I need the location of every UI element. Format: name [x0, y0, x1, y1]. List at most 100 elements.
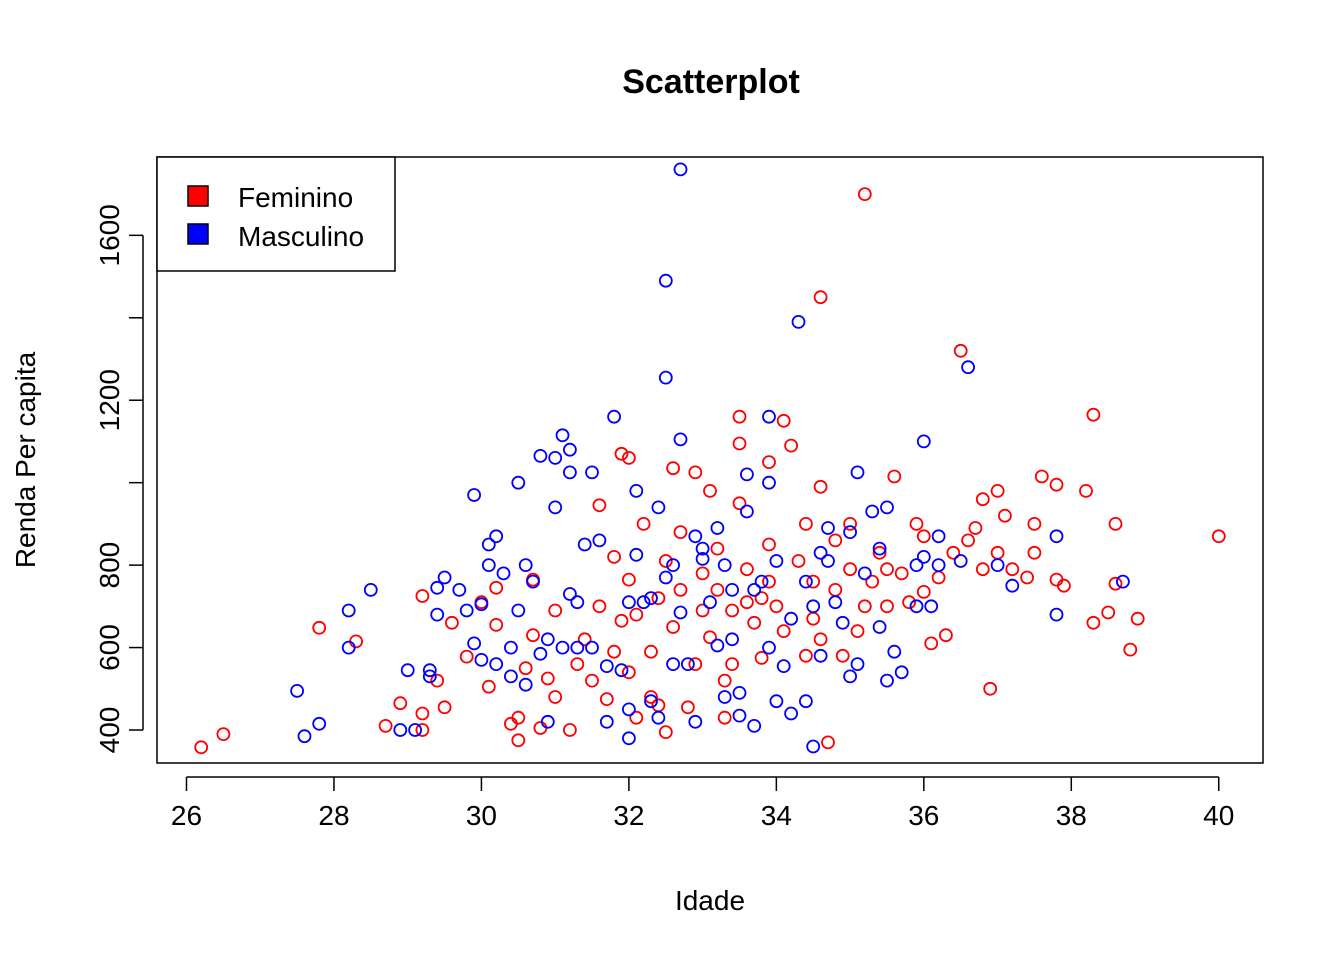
point-masculino: [400, 663, 415, 678]
point-feminino: [717, 710, 732, 725]
point-feminino: [754, 591, 769, 605]
point-feminino: [1049, 477, 1064, 492]
point-feminino: [1027, 545, 1042, 560]
y-axis-label: Renda Per capita: [10, 351, 41, 568]
point-masculino: [769, 694, 784, 709]
point-masculino: [526, 574, 540, 589]
point-feminino: [459, 649, 474, 664]
point-feminino: [393, 696, 408, 711]
point-masculino: [570, 595, 585, 610]
point-masculino: [297, 729, 312, 744]
point-feminino: [909, 517, 924, 531]
point-feminino: [614, 446, 629, 461]
point-masculino: [393, 723, 408, 737]
point-feminino: [312, 620, 327, 635]
point-masculino: [341, 603, 356, 618]
point-feminino: [710, 541, 725, 556]
point-feminino: [614, 613, 629, 628]
point-feminino: [990, 483, 1005, 498]
point-masculino: [747, 719, 762, 733]
point-feminino: [629, 710, 644, 725]
point-feminino: [887, 469, 902, 484]
point-masculino: [806, 739, 821, 754]
point-masculino: [585, 640, 599, 655]
point-masculino: [887, 644, 902, 659]
point-feminino: [784, 438, 798, 453]
point-feminino: [216, 727, 231, 741]
point-feminino: [990, 545, 1005, 560]
point-feminino: [1108, 517, 1123, 531]
point-feminino: [813, 290, 828, 305]
point-masculino: [644, 694, 658, 709]
point-masculino: [880, 673, 894, 688]
point-feminino: [703, 483, 717, 498]
point-masculino: [725, 583, 739, 597]
point-feminino: [1034, 469, 1049, 484]
point-feminino: [880, 599, 894, 614]
point-masculino: [813, 545, 828, 560]
point-feminino: [658, 554, 673, 568]
point-masculino: [717, 690, 732, 704]
point-feminino: [725, 603, 739, 618]
point-masculino: [592, 533, 607, 548]
point-feminino: [857, 599, 872, 614]
point-masculino: [880, 500, 894, 515]
point-feminino: [1108, 576, 1123, 591]
point-masculino: [474, 653, 489, 667]
point-masculino: [622, 702, 636, 717]
point-masculino: [503, 640, 518, 655]
point-masculino: [1005, 578, 1020, 593]
point-feminino: [902, 595, 916, 610]
point-masculino: [563, 442, 577, 457]
point-feminino: [592, 599, 607, 614]
point-feminino: [599, 692, 614, 706]
legend-swatch-masculino: [187, 223, 209, 245]
point-feminino: [349, 634, 364, 649]
point-masculino: [599, 659, 614, 673]
point-feminino: [688, 657, 703, 671]
point-feminino: [622, 572, 636, 587]
data-points: [194, 162, 1226, 755]
point-masculino: [916, 550, 931, 564]
y-tick-label: 1200: [94, 369, 125, 431]
point-feminino: [769, 599, 784, 614]
point-feminino: [799, 517, 813, 531]
point-masculino: [710, 521, 725, 535]
point-masculino: [511, 475, 526, 490]
point-feminino: [437, 700, 452, 715]
point-feminino: [1211, 529, 1226, 544]
point-masculino: [762, 409, 776, 424]
point-masculino: [1049, 529, 1064, 544]
point-feminino: [998, 508, 1012, 523]
point-masculino: [481, 537, 496, 552]
point-masculino: [607, 409, 621, 424]
point-masculino: [931, 558, 946, 572]
point-feminino: [880, 562, 894, 577]
point-masculino: [828, 595, 843, 610]
point-masculino: [821, 554, 835, 568]
point-masculino: [459, 603, 474, 618]
x-tick-label: 38: [1056, 800, 1087, 831]
point-feminino: [924, 636, 939, 651]
x-tick-label: 28: [318, 800, 349, 831]
x-axis-label: Idade: [675, 885, 745, 916]
point-feminino: [813, 479, 828, 494]
point-feminino: [548, 603, 563, 618]
point-feminino: [688, 465, 703, 480]
point-feminino: [585, 673, 599, 688]
point-masculino: [747, 583, 762, 597]
point-feminino: [850, 624, 865, 638]
point-masculino: [290, 684, 305, 698]
point-masculino: [1049, 607, 1064, 622]
y-tick-label: 1600: [94, 204, 125, 266]
point-feminino: [762, 455, 776, 470]
point-feminino: [1020, 570, 1034, 585]
point-feminino: [1027, 517, 1042, 531]
point-feminino: [916, 585, 931, 599]
point-masculino: [474, 597, 489, 612]
x-tick-label: 34: [761, 800, 792, 831]
point-masculino: [430, 607, 445, 622]
point-feminino: [570, 657, 585, 671]
point-feminino: [622, 450, 636, 465]
point-masculino: [363, 583, 378, 597]
